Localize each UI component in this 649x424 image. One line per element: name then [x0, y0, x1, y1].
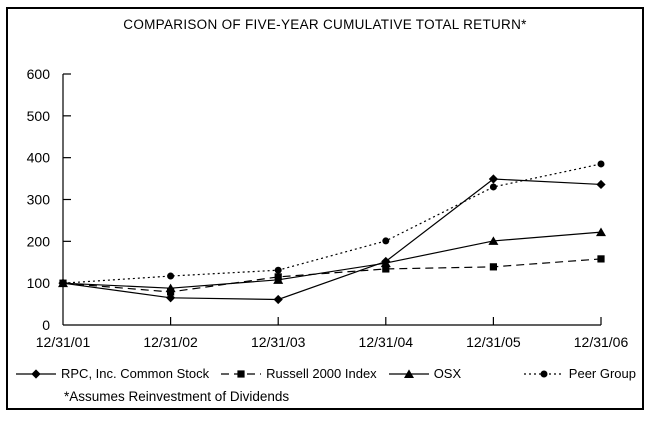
- legend-label: Russell 2000 Index: [266, 366, 377, 381]
- square-marker-icon: [221, 369, 262, 378]
- x-tick-label: 12/31/03: [251, 334, 306, 350]
- y-tick-label: 400: [27, 150, 51, 166]
- legend-label: RPC, Inc. Common Stock: [61, 366, 210, 381]
- y-tick-label: 0: [42, 317, 50, 333]
- x-tick-label: 12/31/05: [466, 334, 521, 350]
- x-axis: [63, 317, 602, 326]
- chart-legend: RPC, Inc. Common Stock Russell 2000 Index…: [16, 366, 636, 381]
- series-russell-2000-index: [59, 255, 605, 296]
- series-peer-group: [59, 160, 605, 287]
- series-rpc-inc-common-stock: [58, 174, 606, 305]
- chart-frame: COMPARISON OF FIVE-YEAR CUMULATIVE TOTAL…: [6, 7, 644, 410]
- x-tick-label: 12/31/01: [36, 334, 91, 350]
- circle-marker-icon: [523, 370, 564, 377]
- x-tick-label: 12/31/02: [143, 334, 198, 350]
- y-axis: [62, 73, 71, 325]
- series-osx: [58, 227, 606, 293]
- x-tick-label: 12/31/04: [359, 334, 414, 350]
- legend-label: OSX: [433, 366, 462, 381]
- legend-item-osx: OSX: [388, 366, 462, 381]
- diamond-marker-icon: [16, 368, 56, 379]
- chart-footnote: *Assumes Reinvestment of Dividends: [64, 389, 290, 404]
- y-tick-label: 600: [27, 66, 51, 82]
- legend-item-russell-2000-index: Russell 2000 Index: [221, 366, 377, 381]
- legend-label: Peer Group: [568, 366, 636, 381]
- y-tick-label: 200: [27, 233, 51, 249]
- y-tick-label: 300: [27, 192, 51, 208]
- y-tick-label: 100: [27, 275, 51, 291]
- x-tick-label: 12/31/06: [574, 334, 629, 350]
- triangle-marker-icon: [388, 368, 429, 378]
- y-tick-label: 500: [27, 108, 51, 124]
- chart-title: COMPARISON OF FIVE-YEAR CUMULATIVE TOTAL…: [123, 17, 527, 32]
- legend-item-rpc-inc-common-stock: RPC, Inc. Common Stock: [16, 366, 209, 381]
- legend-item-peer-group: Peer Group: [523, 366, 636, 381]
- line-chart-plot: 0 100 200 300 400 500 600 12/31/01 12/31/02 12/31…: [27, 66, 629, 350]
